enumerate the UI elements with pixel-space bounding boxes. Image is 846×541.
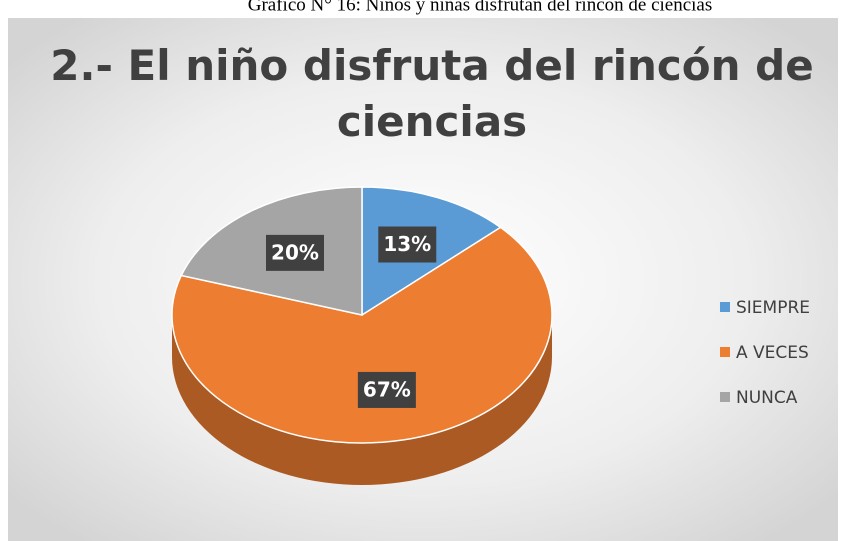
data-label-box bbox=[378, 226, 437, 263]
data-label: 67% bbox=[363, 377, 411, 401]
data-label-box bbox=[265, 234, 324, 271]
caption-band bbox=[0, 0, 846, 18]
legend-swatch bbox=[720, 302, 730, 312]
data-label: 13% bbox=[383, 232, 431, 256]
legend-label: NUNCA bbox=[736, 388, 798, 408]
legend-swatch bbox=[720, 392, 730, 402]
caption: Gráfico N° 16: Niños y niñas disfrutan d… bbox=[248, 0, 713, 15]
pie-side bbox=[172, 315, 552, 485]
pie-slice bbox=[171, 226, 553, 444]
legend-swatch bbox=[720, 347, 730, 357]
data-label-box bbox=[357, 371, 416, 408]
chart-title: 2.- El niño disfruta del rincón de cienci… bbox=[50, 41, 813, 146]
data-label: 20% bbox=[271, 240, 319, 264]
legend-label: A VECES bbox=[736, 343, 809, 363]
legend-label: SIEMPRE bbox=[736, 298, 810, 318]
